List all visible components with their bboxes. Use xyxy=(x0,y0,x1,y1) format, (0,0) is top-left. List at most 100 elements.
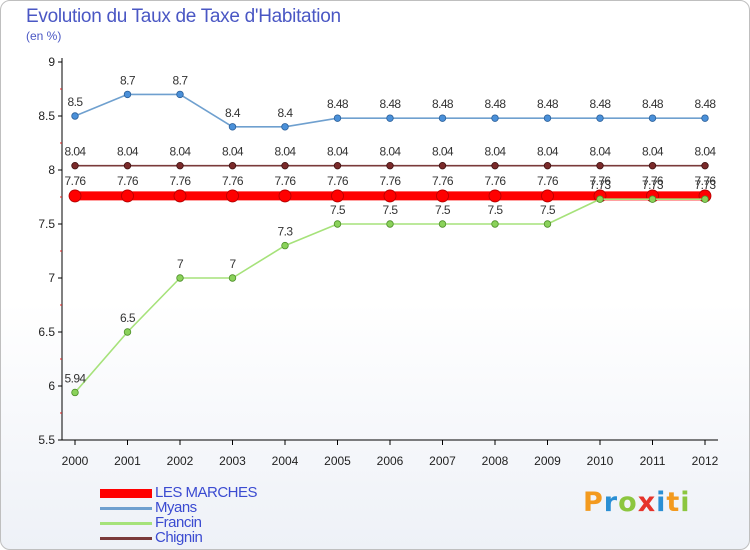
data-label-les-marches: 7.76 xyxy=(327,174,349,188)
data-labels-layer: 8.5 8.7 8.7 8.4 8.4 8.48 8.48 8.48 8.48 8.48 8.48 8… xyxy=(65,73,717,385)
data-label-myans: 8.48 xyxy=(485,97,507,111)
data-point-chignin xyxy=(176,161,184,170)
data-point-les-marches xyxy=(68,189,82,203)
data-point-myans xyxy=(543,114,552,122)
data-point-chignin xyxy=(281,161,289,170)
series-layer xyxy=(68,90,712,397)
series-line-francin xyxy=(74,198,705,394)
data-point-myans xyxy=(71,112,79,120)
data-label-chignin: 8.04 xyxy=(432,145,454,159)
legend-swatch xyxy=(100,522,152,525)
data-point-francin xyxy=(386,220,394,228)
data-label-myans: 8.48 xyxy=(642,97,664,111)
chart-title: Evolution du Taux de Taxe d'Habitation xyxy=(26,6,341,27)
data-label-francin: 7.73 xyxy=(695,178,717,192)
x-tick-label: 2011 xyxy=(640,454,666,468)
data-label-myans: 8.48 xyxy=(695,97,717,111)
data-point-francin xyxy=(491,220,499,228)
data-point-myans xyxy=(228,123,237,131)
data-label-chignin: 8.04 xyxy=(65,145,87,159)
data-point-les-marches xyxy=(173,189,187,203)
data-label-les-marches: 7.76 xyxy=(380,174,402,188)
x-tick-label: 2000 xyxy=(62,454,89,468)
data-point-chignin xyxy=(438,161,447,170)
legend-swatch xyxy=(100,489,152,498)
legend-label: Chignin xyxy=(155,529,203,546)
x-tick-label: 2012 xyxy=(692,454,719,468)
data-point-francin xyxy=(596,195,604,203)
data-point-francin xyxy=(123,328,132,336)
data-point-francin xyxy=(543,220,552,228)
data-label-francin: 7.5 xyxy=(435,203,451,217)
y-tick-label: 6 xyxy=(48,379,55,393)
x-tick-label: 2008 xyxy=(482,454,509,468)
data-point-chignin xyxy=(701,161,709,170)
x-tick-label: 2003 xyxy=(219,454,246,468)
logo-letter: i xyxy=(656,487,667,518)
data-point-les-marches xyxy=(278,189,292,203)
data-point-myans xyxy=(176,90,184,99)
y-tick-label: 7.5 xyxy=(38,217,55,231)
x-tick-label: 2006 xyxy=(377,454,404,468)
data-point-chignin xyxy=(333,161,342,170)
x-tick-label: 2005 xyxy=(324,454,351,468)
data-point-chignin xyxy=(228,161,237,170)
x-tick-label: 2004 xyxy=(272,454,299,468)
y-tick-label: 5.5 xyxy=(38,433,55,447)
x-tick-label: 2001 xyxy=(114,454,141,468)
data-point-chignin xyxy=(386,161,394,170)
data-point-myans xyxy=(333,114,342,122)
x-tick-label: 2010 xyxy=(587,454,614,468)
data-point-chignin xyxy=(596,161,604,170)
data-point-chignin xyxy=(491,161,499,170)
y-tick-label: 9 xyxy=(48,55,55,69)
chart-unit-label: (en %) xyxy=(26,29,62,43)
data-point-francin xyxy=(176,274,184,282)
data-label-les-marches: 7.76 xyxy=(275,174,297,188)
data-label-myans: 8.5 xyxy=(68,95,84,109)
data-label-les-marches: 7.76 xyxy=(590,174,612,188)
logo-letter: P xyxy=(583,487,604,518)
data-point-les-marches xyxy=(121,189,134,203)
data-label-francin: 7.5 xyxy=(540,203,556,217)
legend-swatch xyxy=(100,537,152,540)
data-point-les-marches xyxy=(331,189,344,203)
data-point-myans xyxy=(701,114,709,122)
data-label-francin: 7.3 xyxy=(278,225,294,239)
data-label-chignin: 8.04 xyxy=(590,145,612,159)
data-point-les-marches xyxy=(436,189,449,203)
logo-letter: i xyxy=(680,487,691,518)
x-tick-label: 2009 xyxy=(534,454,561,468)
legend-label: LES MARCHES xyxy=(155,484,258,501)
y-tick-label: 6.5 xyxy=(38,325,55,339)
data-label-chignin: 8.04 xyxy=(380,145,402,159)
data-point-les-marches xyxy=(541,189,554,203)
data-label-francin: 6.5 xyxy=(120,311,136,325)
legend-swatch xyxy=(100,507,152,510)
data-point-myans xyxy=(491,114,499,122)
data-label-francin: 7 xyxy=(229,257,236,271)
data-label-chignin: 8.04 xyxy=(117,145,139,159)
data-label-les-marches: 7.76 xyxy=(642,174,664,188)
logo-letter: t xyxy=(666,487,681,518)
data-label-chignin: 8.04 xyxy=(695,145,717,159)
logo-letter: r xyxy=(603,487,619,518)
chart-axes: 5.5 6 6.5 7 7.5 8 8.5 9 2000 2001 2002 2003 2004 2005… xyxy=(38,55,718,468)
data-label-chignin: 8.04 xyxy=(170,145,192,159)
data-point-francin xyxy=(438,220,447,228)
data-label-francin: 5.94 xyxy=(65,371,87,385)
data-point-myans xyxy=(596,114,604,122)
data-label-chignin: 8.04 xyxy=(485,145,507,159)
data-point-francin xyxy=(333,220,342,228)
data-label-les-marches: 7.76 xyxy=(537,174,559,188)
data-point-francin xyxy=(701,195,709,203)
proxiti-logo[interactable]: Proxiti xyxy=(583,487,691,518)
data-point-myans xyxy=(648,114,657,122)
data-label-les-marches: 7.76 xyxy=(117,174,139,188)
data-label-les-marches: 7.76 xyxy=(485,174,507,188)
data-label-chignin: 8.04 xyxy=(222,145,244,159)
y-tick-label: 8 xyxy=(48,163,55,177)
data-label-myans: 8.4 xyxy=(225,106,241,120)
data-label-francin: 7.5 xyxy=(383,203,399,217)
